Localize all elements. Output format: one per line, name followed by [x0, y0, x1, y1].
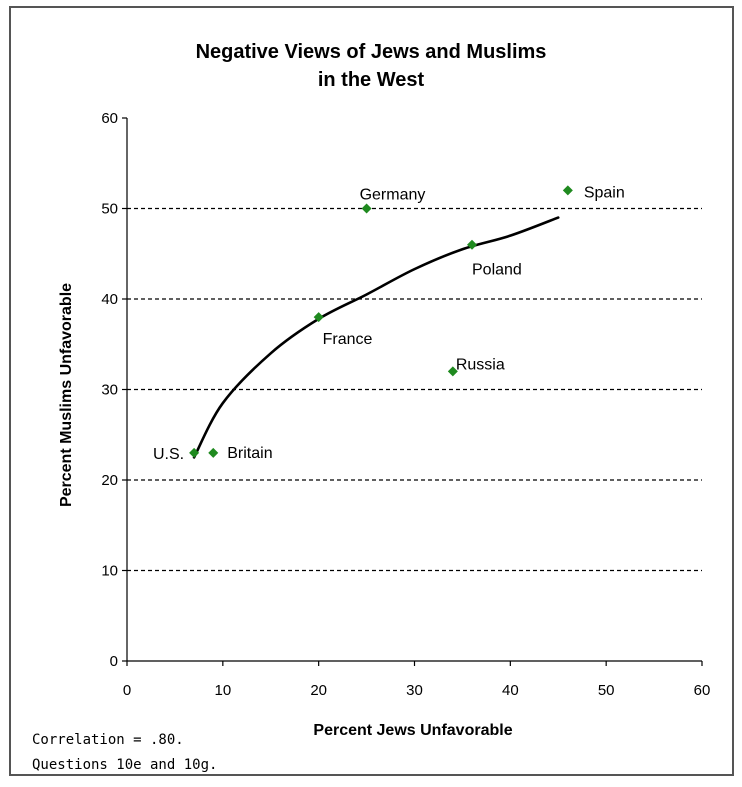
- point-label-britain: Britain: [227, 445, 272, 462]
- point-label-poland: Poland: [472, 262, 522, 279]
- y-tick-label-0: 0: [110, 653, 118, 670]
- point-labels: U.S. Britain France Germany Russia Poland Spai…: [153, 184, 625, 462]
- y-tick-label-40: 40: [101, 291, 118, 308]
- chart-notes: Correlation = .80. Questions 10e and 10g…: [32, 728, 217, 778]
- y-tick-label-20: 20: [101, 472, 118, 489]
- y-tick-label-60: 60: [101, 110, 118, 127]
- x-axis-title: Percent Jews Unfavorable: [313, 722, 512, 739]
- data-point-russia: [447, 366, 458, 377]
- chart-title-line-2: in the West: [317, 69, 425, 91]
- tick-labels: 0 10 20 30 40 50 60 0 10 20 30 40 50 60: [101, 110, 710, 699]
- y-axis-title: Percent Muslims Unfavorable: [58, 283, 75, 507]
- data-point-britain: [208, 447, 219, 458]
- x-tick-label-60: 60: [694, 682, 711, 699]
- data-point-france: [313, 312, 324, 323]
- point-label-spain: Spain: [584, 184, 625, 201]
- x-tick-label-10: 10: [214, 682, 231, 699]
- y-tick-label-30: 30: [101, 382, 118, 399]
- data-point-germany: [361, 203, 372, 214]
- x-tick-label-30: 30: [406, 682, 423, 699]
- point-label-russia: Russia: [456, 356, 505, 373]
- gridlines: [127, 207, 702, 572]
- trendline-layer: [192, 216, 560, 459]
- x-tick-label-0: 0: [123, 682, 131, 699]
- chart-title: Negative Views of Jews and Muslims in th…: [0, 38, 742, 94]
- point-label-germany: Germany: [360, 187, 426, 204]
- data-point-spain: [562, 185, 573, 196]
- y-tick-label-10: 10: [101, 563, 118, 580]
- data-point-u-s: [189, 447, 200, 458]
- data-points: [189, 185, 573, 458]
- axes: [122, 117, 703, 666]
- data-point-poland: [467, 239, 477, 250]
- chart-title-line-1: Negative Views of Jews and Muslims: [195, 41, 547, 63]
- chart-frame: [9, 6, 734, 776]
- x-tick-label-40: 40: [502, 682, 519, 699]
- point-label-france: France: [323, 331, 373, 348]
- x-tick-label-50: 50: [598, 682, 615, 699]
- trendline: [192, 216, 560, 459]
- correlation-note: Correlation = .80.: [32, 732, 184, 748]
- questions-note: Questions 10e and 10g.: [32, 757, 218, 773]
- point-label-u-s: U.S.: [153, 446, 184, 463]
- y-tick-label-50: 50: [101, 201, 118, 218]
- x-tick-label-20: 20: [310, 682, 327, 699]
